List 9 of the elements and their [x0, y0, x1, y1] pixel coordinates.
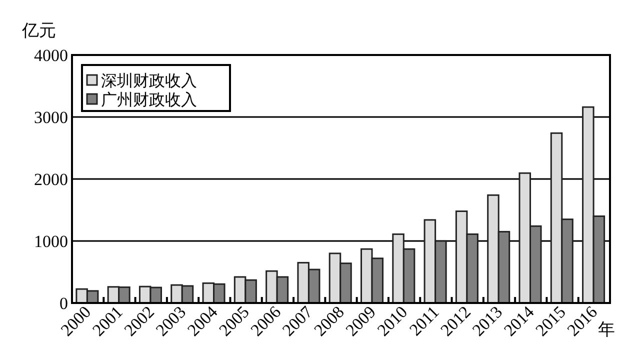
- y-tick-label: 2000: [34, 170, 68, 189]
- y-axis-title: 亿元: [21, 21, 56, 40]
- legend-label: 广州财政收入: [101, 91, 197, 109]
- x-axis-title: 年: [598, 320, 615, 339]
- y-tick-label: 4000: [34, 46, 68, 65]
- y-tick-label: 3000: [34, 108, 68, 127]
- y-tick-label: 1000: [34, 232, 68, 251]
- legend-label: 深圳财政收入: [101, 72, 197, 90]
- y-tick-label: 0: [60, 294, 68, 313]
